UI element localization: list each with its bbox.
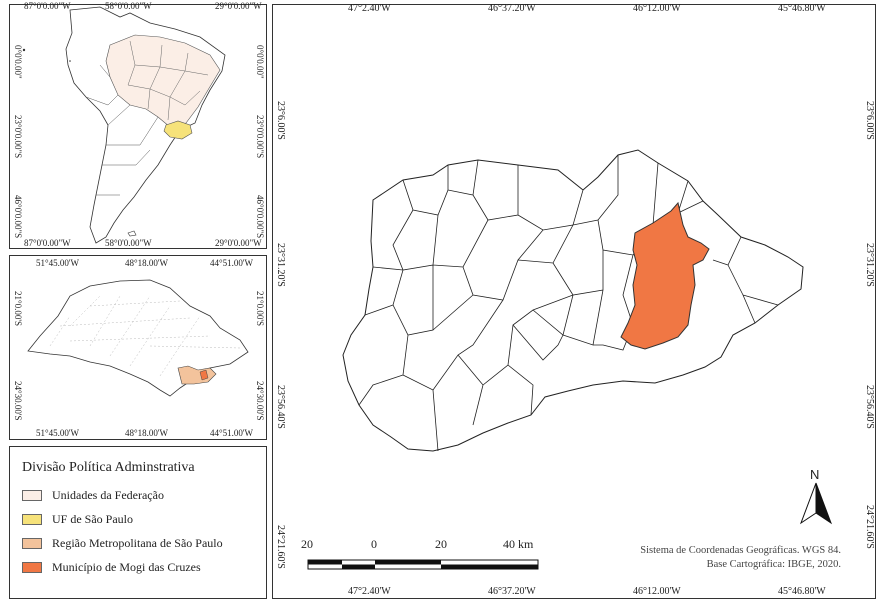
legend-label-federation: Unidades da Federação bbox=[52, 488, 164, 502]
sao-paulo-state bbox=[163, 120, 193, 140]
scale-label-left: 20 bbox=[301, 537, 313, 551]
south-america-inset: 87°0'0.00"W 58°0'0.00"W 29°0'0.00"W 87°0… bbox=[9, 1, 267, 249]
main-bottom-label-3: 46°12.00'W bbox=[633, 586, 681, 597]
legend-swatch-rmsp bbox=[22, 538, 42, 549]
brazil-federation-units bbox=[105, 34, 221, 128]
sa-top-label-2: 58°0'0.00"W bbox=[105, 1, 152, 11]
main-bottom-label-1: 47°2.40'W bbox=[348, 586, 391, 597]
sa-top-label-3: 29°0'0.00"W bbox=[215, 1, 262, 11]
sp-bottom-label-3: 44°51.00'W bbox=[210, 428, 253, 438]
sp-top-label-1: 51°45.00'W bbox=[36, 258, 79, 268]
sp-right-label-2: 24°30.00'S bbox=[255, 381, 265, 421]
sa-bottom-label-1: 87°0'0.00"W bbox=[24, 238, 71, 248]
north-label: N bbox=[810, 467, 820, 482]
main-top-label-1: 47°2.40'W bbox=[348, 3, 391, 14]
rmsp-municipalities-map bbox=[342, 149, 804, 452]
credit-cartographic-base: Base Cartográfica: IBGE, 2020. bbox=[706, 559, 841, 570]
main-top-label-4: 45°46.80'W bbox=[778, 3, 826, 14]
sp-top-label-3: 44°51.00'W bbox=[210, 258, 253, 268]
scale-label-mid: 20 bbox=[435, 537, 447, 551]
rmsp-region bbox=[177, 365, 217, 385]
sa-right-label-2: 23°0'0.00"S bbox=[255, 115, 265, 159]
legend-title: Divisão Política Adminstrativa bbox=[22, 460, 195, 475]
legend-swatch-sp-state bbox=[22, 514, 42, 525]
sa-right-label-1: 0°0'0.00" bbox=[255, 45, 265, 79]
sa-right-label-3: 46°0'0.00"S bbox=[255, 195, 265, 239]
sa-left-label-3: 46°0'0.00"S bbox=[13, 195, 23, 239]
scale-label-zero: 0 bbox=[371, 537, 377, 551]
legend-panel: Divisão Política Adminstrativa Unidades … bbox=[9, 446, 267, 599]
scale-label-right: 40 km bbox=[503, 537, 534, 551]
sa-bottom-label-3: 29°0'0.00"W bbox=[215, 238, 262, 248]
south-america-map bbox=[22, 6, 226, 244]
rmsp-outline bbox=[342, 149, 804, 452]
main-bottom-label-2: 46°37.20'W bbox=[488, 586, 536, 597]
sp-top-label-2: 48°18.00'W bbox=[125, 258, 168, 268]
sp-bottom-label-2: 48°18.00'W bbox=[125, 428, 168, 438]
main-left-label-4: 24°21.60'S bbox=[275, 525, 286, 569]
mogi-das-cruzes bbox=[620, 201, 710, 350]
main-left-label-3: 23°56.40'S bbox=[275, 385, 286, 429]
main-map: 47°2.40'W 46°37.20'W 46°12.00'W 45°46.80… bbox=[272, 3, 876, 599]
north-arrow-icon bbox=[799, 482, 833, 525]
main-bottom-label-4: 45°46.80'W bbox=[778, 586, 826, 597]
sa-top-label-1: 87°0'0.00"W bbox=[24, 1, 71, 11]
sp-right-label-1: 21°0.00'S bbox=[255, 291, 265, 326]
main-top-label-2: 46°37.20'W bbox=[488, 3, 536, 14]
sao-paulo-outline bbox=[27, 279, 249, 397]
legend-label-mogi: Município de Mogi das Cruzes bbox=[52, 560, 201, 574]
sa-bottom-label-2: 58°0'0.00"W bbox=[105, 238, 152, 248]
main-right-label-3: 23°56.40'S bbox=[864, 385, 875, 429]
credit-coordinate-system: Sistema de Coordenadas Geográficas. WGS … bbox=[640, 545, 841, 556]
main-right-label-2: 23°31.20'S bbox=[864, 243, 875, 287]
scale-bar bbox=[307, 559, 539, 570]
sa-left-label-1: 0°0'0.00" bbox=[13, 45, 23, 79]
main-right-label-4: 24°21.60'S bbox=[864, 505, 875, 549]
legend-label-sp-state: UF de São Paulo bbox=[52, 512, 133, 526]
legend-swatch-mogi bbox=[22, 562, 42, 573]
sa-left-label-2: 23°0'0.00"S bbox=[13, 115, 23, 159]
sp-bottom-label-1: 51°45.00'W bbox=[36, 428, 79, 438]
legend-swatch-federation bbox=[22, 490, 42, 501]
sao-paulo-state-map bbox=[27, 279, 249, 397]
main-left-label-1: 23°6.00'S bbox=[275, 101, 286, 140]
legend-label-rmsp: Região Metropolitana de São Paulo bbox=[52, 536, 223, 550]
sp-left-label-2: 24°30.00'S bbox=[13, 381, 23, 421]
sp-left-label-1: 21°0.00'S bbox=[13, 291, 23, 326]
main-top-label-3: 46°12.00'W bbox=[633, 3, 681, 14]
main-right-label-1: 23°6.00'S bbox=[864, 101, 875, 140]
main-left-label-2: 23°31.20'S bbox=[275, 243, 286, 287]
mogi-small bbox=[199, 369, 209, 381]
sao-paulo-inset: 51°45.00'W 48°18.00'W 44°51.00'W 51°45.0… bbox=[9, 255, 267, 440]
